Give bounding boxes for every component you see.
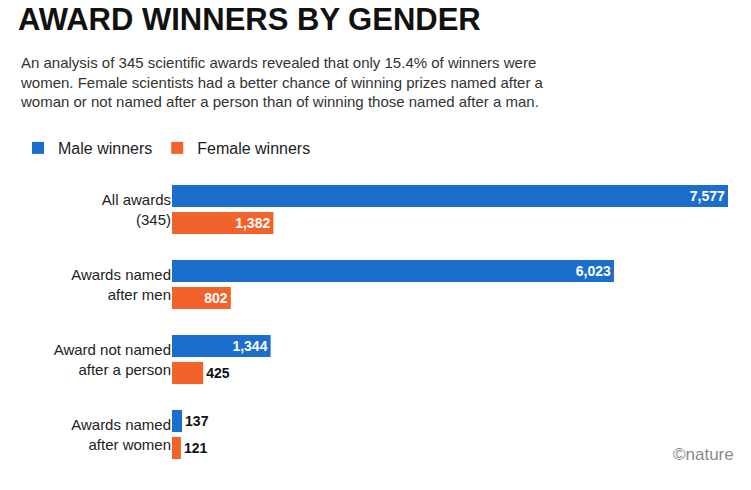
svg-text:AWARD WINNERS BY GENDER: AWARD WINNERS BY GENDER (18, 2, 481, 37)
svg-text:1,382: 1,382 (235, 215, 270, 231)
svg-text:Awards namedafter women: Awards namedafter women (71, 416, 171, 453)
svg-text:©nature: ©nature (673, 445, 734, 464)
svg-text:Female winners: Female winners (197, 140, 310, 157)
svg-text:6,023: 6,023 (576, 263, 611, 279)
svg-text:1,344: 1,344 (232, 338, 267, 354)
svg-text:All awards(345): All awards(345) (102, 191, 171, 228)
svg-text:121: 121 (184, 440, 208, 456)
svg-text:425: 425 (206, 365, 230, 381)
svg-text:Male winners: Male winners (58, 140, 152, 157)
svg-text:7,577: 7,577 (690, 188, 725, 204)
svg-text:802: 802 (204, 290, 228, 306)
svg-text:Awards namedafter men: Awards namedafter men (71, 266, 171, 303)
svg-text:137: 137 (185, 413, 209, 429)
svg-text:An analysis of 345 scientific: An analysis of 345 scientific awards rev… (20, 54, 544, 110)
svg-text:Award not namedafter a person: Award not namedafter a person (54, 341, 171, 378)
